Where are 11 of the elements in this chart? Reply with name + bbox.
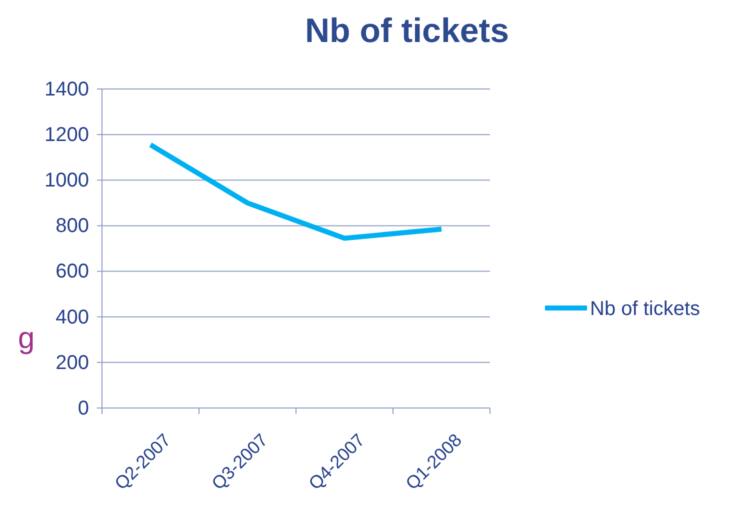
- y-tick-label: 200: [56, 352, 89, 374]
- y-tick-label: 1200: [44, 124, 89, 146]
- y-tick-label: 0: [78, 397, 89, 420]
- y-tick-label: 1400: [44, 78, 89, 100]
- chart-title: Nb of tickets: [304, 12, 510, 50]
- y-tick-label: 800: [56, 215, 89, 238]
- legend-label: Nb of tickets: [590, 298, 700, 320]
- y-tick-label: 600: [56, 260, 89, 283]
- y-tick-label: 400: [56, 306, 89, 328]
- y-tick-label: 1000: [44, 170, 89, 192]
- text: g: [18, 322, 35, 355]
